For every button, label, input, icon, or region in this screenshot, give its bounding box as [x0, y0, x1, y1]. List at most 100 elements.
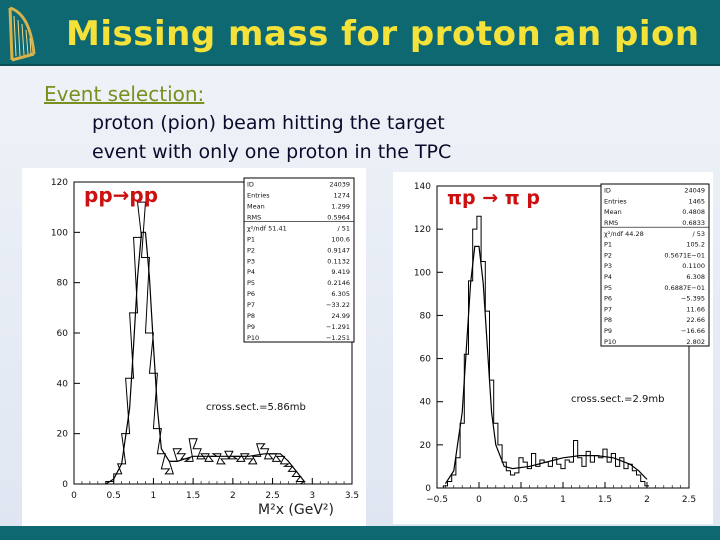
y-tick-label: 20	[57, 430, 69, 440]
stats-value: 1465	[688, 197, 705, 205]
stats-value: 0.1132	[327, 257, 350, 265]
slide-title: Missing mass for proton an pion	[66, 14, 700, 54]
y-tick-label: 0	[62, 480, 68, 490]
stats-key: P9	[604, 327, 612, 335]
stats-value: 1274	[333, 192, 350, 200]
stats-value: 100.6	[331, 235, 350, 243]
stats-value: 0.2146	[327, 279, 350, 287]
x-tick-label: 1	[151, 491, 157, 501]
stats-key: P5	[247, 279, 255, 287]
stats-key: P3	[247, 257, 255, 265]
x-tick-label: 3	[309, 491, 315, 501]
y-tick-label: 20	[420, 441, 432, 451]
stats-value: 24039	[329, 181, 350, 189]
stats-value: / 53	[692, 230, 705, 238]
title-bar: Missing mass for proton an pion	[0, 0, 720, 66]
y-tick-label: 100	[414, 268, 431, 278]
stats-value: −1.291	[326, 323, 350, 331]
stats-key: RMS	[604, 219, 618, 227]
stats-key: P9	[247, 323, 255, 331]
y-tick-label: 60	[420, 355, 432, 365]
stats-value: 11.66	[686, 305, 705, 313]
stats-value: 105.2	[686, 241, 705, 249]
stats-key: Mean	[247, 203, 265, 211]
stats-key: χ²/ndf 44.28	[604, 230, 644, 238]
x-tick-label: 1.5	[186, 491, 200, 501]
stats-value: 6.305	[331, 290, 350, 298]
stats-value: 0.5671E−01	[664, 251, 705, 259]
selection-line-1: proton (pion) beam hitting the target	[92, 112, 445, 134]
stats-key: Entries	[604, 197, 627, 205]
y-tick-label: 140	[414, 182, 431, 192]
x-tick-label: 2	[644, 495, 650, 505]
stats-key: P1	[247, 235, 255, 243]
reaction-label: pp→pp	[84, 183, 158, 207]
x-tick-label: 0	[476, 495, 482, 505]
stats-value: 0.1100	[682, 262, 705, 270]
stats-value: 2.802	[686, 338, 705, 346]
stats-box	[243, 177, 355, 343]
stats-value: 0.6887E−01	[664, 284, 705, 292]
y-tick-label: 0	[425, 484, 431, 494]
stats-key: P7	[247, 301, 255, 309]
stats-value: 24.99	[331, 312, 350, 320]
stats-key: P2	[604, 251, 612, 259]
pp-plot-panel: 0 0.5 1 1.5 2 2.5 3 3.5 0 20 40 60 80 100 120 pp→pp cros…	[22, 168, 366, 528]
x-tick-label: 3.5	[345, 491, 359, 501]
y-tick-label: 80	[420, 311, 432, 321]
stats-key: P6	[604, 295, 612, 303]
x-tick-label: 0.5	[107, 491, 121, 501]
y-tick-label: 60	[57, 329, 69, 339]
stats-key: P8	[604, 316, 612, 324]
stats-value: 6.308	[686, 273, 705, 281]
y-tick-label: 100	[51, 228, 68, 238]
stats-value: 22.66	[686, 316, 705, 324]
y-tick-label: 120	[51, 178, 68, 188]
stats-value: 0.6833	[682, 219, 705, 227]
stats-key: P3	[604, 262, 612, 270]
y-tick-label: 120	[414, 225, 431, 235]
stats-key: ID	[604, 187, 611, 195]
y-tick-label: 40	[420, 398, 432, 408]
stats-key: P7	[604, 305, 612, 313]
stats-key: P8	[247, 312, 255, 320]
stats-value: −16.66	[681, 327, 705, 335]
x-tick-label: −0.5	[426, 495, 448, 505]
x-tick-label: 1.5	[598, 495, 612, 505]
x-tick-label: 2	[230, 491, 236, 501]
event-selection-heading: Event selection:	[44, 82, 205, 106]
footer-bar	[0, 526, 720, 540]
x-tick-label: 1	[560, 495, 566, 505]
stats-key: P10	[247, 334, 259, 342]
stats-key: P1	[604, 241, 612, 249]
stats-key: P4	[247, 268, 255, 276]
stats-value: / 51	[337, 224, 350, 232]
stats-value: −5.395	[681, 295, 705, 303]
x-tick-label: 2.5	[265, 491, 279, 501]
pip-plot-panel: −0.5 0 0.5 1 1.5 2 2.5 0 20 40 60 80 100 120 140 πp → π…	[393, 172, 713, 524]
stats-value: 9.419	[331, 268, 350, 276]
x-tick-label: 0	[71, 491, 77, 501]
stats-key: P2	[247, 246, 255, 254]
stats-value: 1.299	[331, 203, 350, 211]
stats-key: P5	[604, 284, 612, 292]
stats-key: P10	[604, 338, 616, 346]
stats-key: Mean	[604, 208, 622, 216]
stats-key: χ²/ndf 51.41	[247, 224, 287, 232]
y-tick-label: 80	[57, 279, 69, 289]
stats-value: 0.4808	[682, 208, 705, 216]
stats-key: P6	[247, 290, 255, 298]
stats-value: −1.251	[326, 334, 350, 342]
stats-value: 0.5964	[327, 214, 350, 222]
fit-curve-series	[444, 245, 648, 485]
stats-value: 24049	[684, 187, 705, 195]
stats-key: Entries	[247, 192, 270, 200]
selection-line-2: event with only one proton in the TPC	[92, 141, 452, 163]
reaction-label: πp → π p	[447, 187, 540, 209]
stats-key: ID	[247, 181, 254, 189]
cross-section-annotation: cross.sect.=2.9mb	[571, 394, 664, 405]
x-tick-label: 2.5	[682, 495, 696, 505]
x-axis-label: M²x (GeV²)	[258, 502, 334, 518]
stats-key: RMS	[247, 214, 261, 222]
